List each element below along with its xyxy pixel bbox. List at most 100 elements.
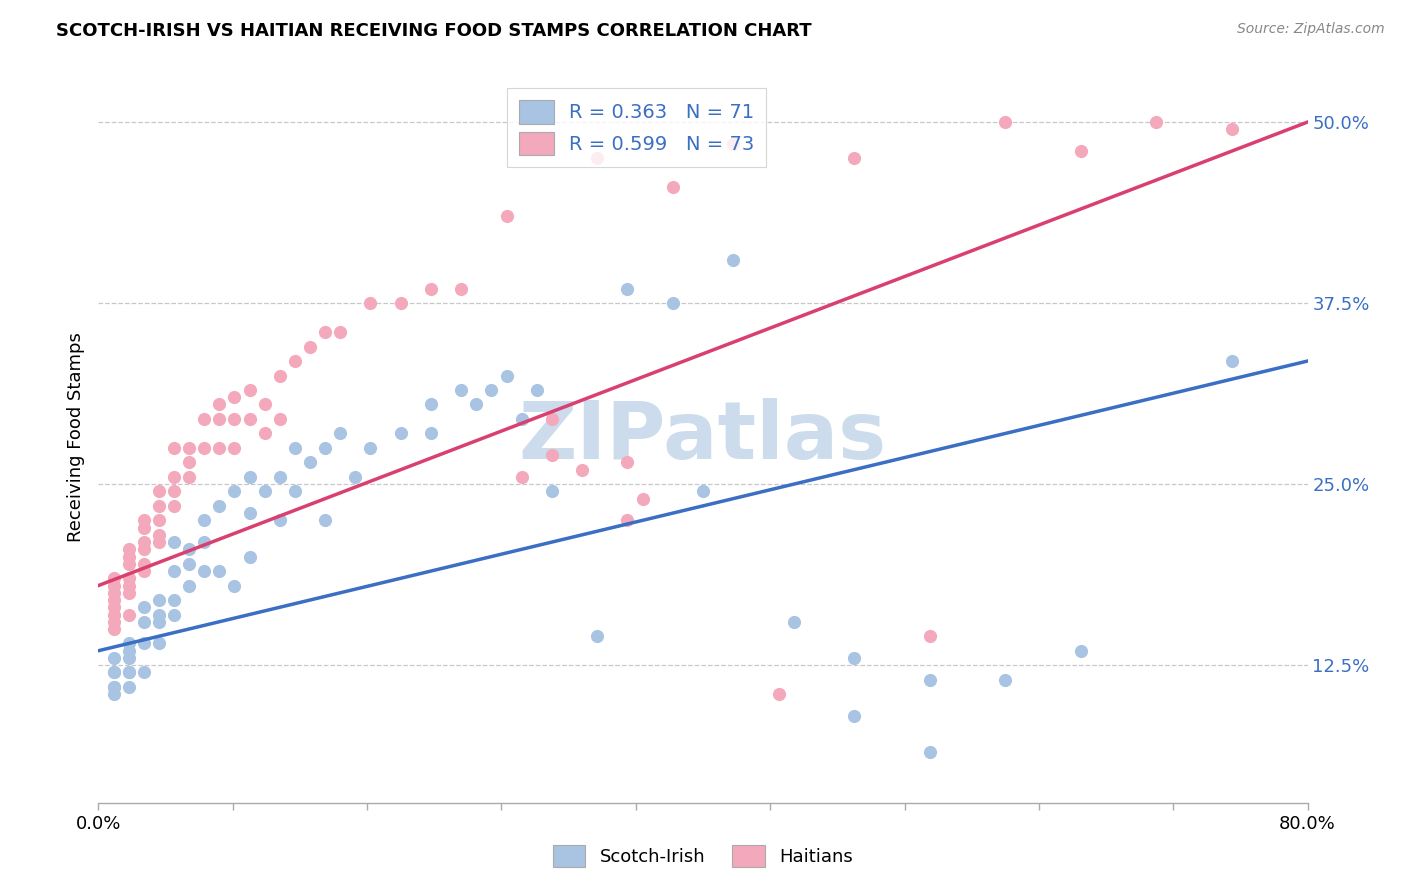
Point	[495, 209, 517, 223]
Point	[208, 441, 231, 455]
Point	[118, 644, 141, 658]
Text: Source: ZipAtlas.com: Source: ZipAtlas.com	[1237, 22, 1385, 37]
Point	[224, 578, 246, 592]
Point	[132, 600, 155, 615]
Point	[193, 513, 215, 527]
Point	[132, 542, 155, 557]
Point	[132, 615, 155, 629]
Point	[692, 484, 714, 499]
Point	[239, 470, 262, 484]
Point	[299, 340, 322, 354]
Point	[193, 441, 215, 455]
Point	[163, 484, 186, 499]
Point	[253, 426, 276, 441]
Point	[314, 441, 336, 455]
Point	[389, 426, 412, 441]
Point	[208, 564, 231, 578]
Point	[299, 455, 322, 469]
Point	[723, 136, 745, 151]
Point	[389, 296, 412, 310]
Point	[918, 673, 941, 687]
Point	[148, 607, 170, 622]
Point	[118, 607, 141, 622]
Y-axis label: Receiving Food Stamps: Receiving Food Stamps	[66, 332, 84, 542]
Point	[495, 368, 517, 383]
Point	[118, 665, 141, 680]
Point	[179, 441, 201, 455]
Point	[239, 506, 262, 520]
Point	[118, 549, 141, 564]
Point	[224, 484, 246, 499]
Point	[450, 282, 472, 296]
Point	[1220, 122, 1243, 136]
Point	[269, 470, 291, 484]
Point	[148, 615, 170, 629]
Point	[526, 383, 548, 397]
Point	[661, 296, 683, 310]
Point	[132, 564, 155, 578]
Point	[208, 499, 231, 513]
Point	[239, 549, 262, 564]
Point	[148, 593, 170, 607]
Point	[360, 441, 382, 455]
Point	[844, 651, 866, 665]
Point	[253, 484, 276, 499]
Point	[783, 615, 806, 629]
Point	[844, 151, 866, 165]
Point	[103, 571, 125, 585]
Point	[616, 282, 638, 296]
Point	[118, 586, 141, 600]
Point	[208, 412, 231, 426]
Point	[163, 499, 186, 513]
Point	[918, 629, 941, 643]
Point	[103, 665, 125, 680]
Point	[329, 325, 352, 339]
Point	[284, 354, 307, 368]
Point	[269, 513, 291, 527]
Point	[314, 325, 336, 339]
Legend: Scotch-Irish, Haitians: Scotch-Irish, Haitians	[546, 838, 860, 874]
Point	[465, 397, 488, 411]
Point	[994, 673, 1017, 687]
Point	[540, 448, 562, 462]
Point	[118, 636, 141, 650]
Point	[132, 520, 155, 534]
Point	[360, 296, 382, 310]
Point	[1220, 354, 1243, 368]
Point	[344, 470, 367, 484]
Point	[510, 412, 533, 426]
Point	[723, 252, 745, 267]
Point	[132, 665, 155, 680]
Point	[132, 535, 155, 549]
Point	[540, 412, 562, 426]
Point	[918, 745, 941, 759]
Point	[103, 665, 125, 680]
Point	[179, 455, 201, 469]
Point	[661, 180, 683, 194]
Point	[284, 441, 307, 455]
Point	[253, 397, 276, 411]
Point	[103, 586, 125, 600]
Point	[148, 528, 170, 542]
Point	[103, 687, 125, 701]
Point	[631, 491, 654, 506]
Point	[118, 542, 141, 557]
Point	[224, 412, 246, 426]
Point	[269, 412, 291, 426]
Point	[193, 564, 215, 578]
Point	[224, 441, 246, 455]
Point	[163, 470, 186, 484]
Point	[179, 557, 201, 571]
Point	[450, 383, 472, 397]
Point	[269, 368, 291, 383]
Point	[994, 115, 1017, 129]
Text: SCOTCH-IRISH VS HAITIAN RECEIVING FOOD STAMPS CORRELATION CHART: SCOTCH-IRISH VS HAITIAN RECEIVING FOOD S…	[56, 22, 811, 40]
Point	[118, 557, 141, 571]
Point	[420, 282, 443, 296]
Text: ZIPatlas: ZIPatlas	[519, 398, 887, 476]
Point	[132, 636, 155, 650]
Point	[329, 426, 352, 441]
Point	[148, 484, 170, 499]
Point	[163, 564, 186, 578]
Point	[193, 412, 215, 426]
